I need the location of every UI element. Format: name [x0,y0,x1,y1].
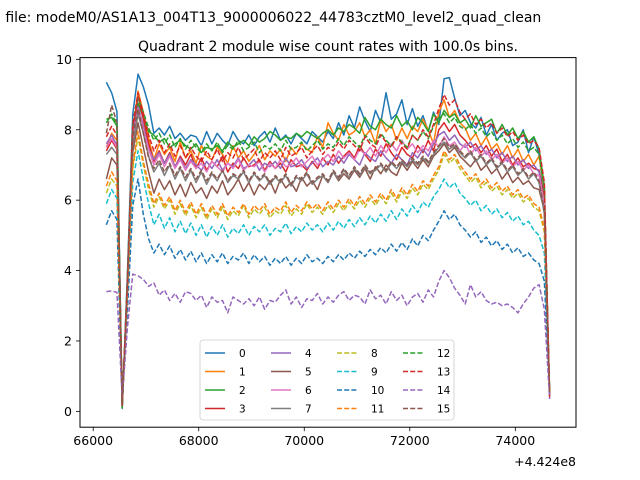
plot-area [105,73,551,410]
legend-label-6: 6 [305,385,312,397]
series-line-4 [105,106,551,408]
legend-label-11: 11 [371,404,384,416]
y-tick-label: 8 [64,122,72,137]
x-axis-offset-label: +4.424e8 [514,454,576,469]
x-tick-label: 70000 [284,433,324,448]
series-line-7 [105,113,551,409]
legend-label-4: 4 [305,348,312,360]
legend-label-8: 8 [371,348,378,360]
series-line-6 [105,107,551,407]
legend-label-7: 7 [305,404,312,416]
legend-label-5: 5 [305,367,312,379]
x-axis: 66000 68000 70000 72000 74000 [73,427,535,448]
series-line-9 [105,150,551,402]
plot-frame [79,57,577,428]
y-tick-label: 10 [56,52,72,67]
chart-title: Quadrant 2 module wise count rates with … [138,39,518,55]
legend-label-3: 3 [239,404,246,416]
y-tick-label: 0 [64,404,72,419]
series-line-0 [105,73,551,410]
y-tick-label: 2 [64,333,72,348]
y-tick-label: 6 [64,193,72,208]
y-axis: 0 2 4 6 8 10 [56,52,80,419]
series-line-14 [106,269,551,400]
legend-label-15: 15 [437,404,450,416]
legend-label-13: 13 [437,367,450,379]
series-line-12 [105,97,551,409]
series-line-2 [106,102,551,409]
legend-label-14: 14 [437,385,451,397]
series-line-13 [105,92,551,407]
y-tick-label: 4 [64,263,72,278]
x-tick-label: 72000 [390,433,430,448]
x-tick-label: 74000 [495,433,535,448]
series-line-3 [105,95,551,406]
legend-label-0: 0 [239,348,246,360]
series-line-15 [105,104,551,406]
legend-box [199,339,455,421]
series-line-8 [105,136,551,404]
legend-label-10: 10 [371,385,384,397]
legend-label-1: 1 [239,367,246,379]
legend-label-12: 12 [437,348,450,360]
series-line-11 [105,130,551,406]
x-tick-label: 68000 [179,433,219,448]
figure-suptitle: n file: modeM0/AS1A13_004T13_9000006022_… [0,10,541,26]
x-tick-label: 66000 [73,433,113,448]
legend-label-9: 9 [371,367,378,379]
series-line-10 [105,178,551,402]
legend-label-2: 2 [239,385,246,397]
